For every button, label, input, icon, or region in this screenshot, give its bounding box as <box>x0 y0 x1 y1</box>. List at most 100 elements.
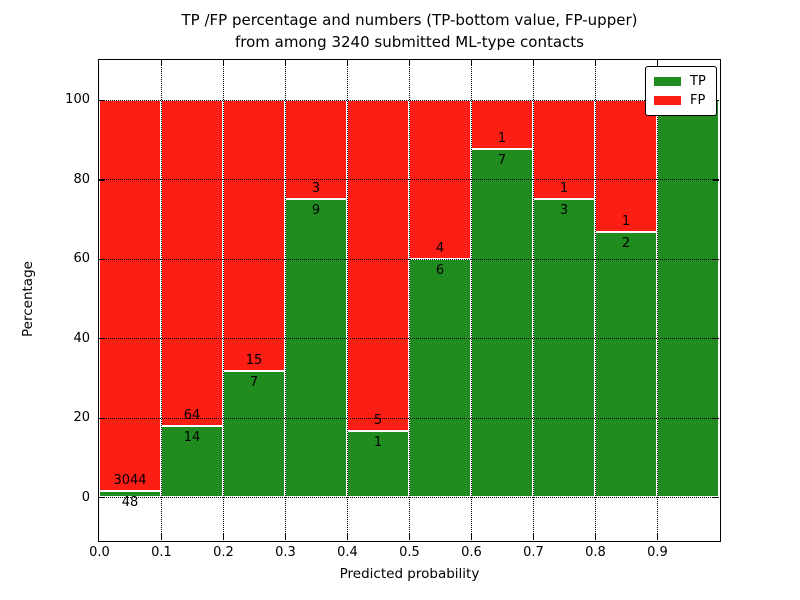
legend-label-fp: FP <box>690 93 706 108</box>
x-gridline <box>161 60 162 540</box>
x-tickmark <box>533 60 535 66</box>
chart-title-line1: TP /FP percentage and numbers (TP-bottom… <box>181 11 638 29</box>
x-tickmark <box>471 60 473 66</box>
y-tick-label: 40 <box>73 330 90 346</box>
x-tickmark <box>223 60 225 66</box>
tp-count-label: 9 <box>311 203 321 219</box>
y-tick-label: 60 <box>73 251 90 267</box>
chart-title-line2: from among 3240 submitted ML-type contac… <box>235 33 584 51</box>
x-gridline <box>223 60 224 540</box>
bar-segment-tp <box>347 430 409 498</box>
x-tickmark <box>657 534 659 540</box>
y-tick-label: 20 <box>73 410 90 426</box>
bar-segment-tp <box>533 199 595 498</box>
x-tick-label: 0.1 <box>151 545 172 560</box>
fp-count-label: 3 <box>311 181 321 197</box>
y-tick-label: 80 <box>73 171 90 187</box>
y-tickmark <box>99 258 105 260</box>
tp-count-label: 2 <box>621 236 631 252</box>
fp-count-label: 1 <box>497 131 507 147</box>
x-tickmark <box>533 534 535 540</box>
fp-count-label: 1 <box>559 181 569 197</box>
fp-count-label: 15 <box>245 352 263 368</box>
y-tick-label: 100 <box>65 92 90 108</box>
legend-item-fp: FP <box>654 92 708 109</box>
x-tickmark <box>347 534 349 540</box>
x-tick-label: 0.7 <box>523 545 544 560</box>
x-tick-label: 0.6 <box>461 545 482 560</box>
x-tick-label: 0.9 <box>647 545 668 560</box>
x-gridline <box>347 60 348 540</box>
x-tickmark <box>471 534 473 540</box>
y-tickmark <box>99 179 105 181</box>
x-tickmark <box>347 60 349 66</box>
tp-count-label: 1 <box>373 434 383 450</box>
x-gridline <box>657 60 658 540</box>
tp-count-label: 6 <box>435 262 445 278</box>
plot-inner: 30444864141573951461713125 <box>99 60 719 540</box>
bar-segment-tp <box>471 149 533 498</box>
y-tickmark <box>713 179 719 181</box>
x-tickmark <box>595 534 597 540</box>
x-axis-label: Predicted probability <box>339 566 480 582</box>
y-tickmark <box>99 338 105 340</box>
bar-segment-fp <box>223 99 285 371</box>
x-tick-label: 0.5 <box>399 545 420 560</box>
x-tickmark <box>161 534 163 540</box>
fp-count-label: 1 <box>621 214 631 230</box>
x-tick-label: 0.2 <box>213 545 234 560</box>
x-tickmark <box>409 534 411 540</box>
fp-count-label: 64 <box>183 407 201 423</box>
y-tick-label: 0 <box>81 489 90 505</box>
plot-area: 30444864141573951461713125 <box>98 59 721 542</box>
x-gridline <box>533 60 534 540</box>
fp-count-label: 5 <box>373 412 383 428</box>
x-tickmark <box>657 60 659 66</box>
bar-segment-tp <box>409 258 471 498</box>
fp-count-label: 4 <box>435 240 445 256</box>
x-tick-label: 0.0 <box>89 545 110 560</box>
tp-count-label: 7 <box>497 153 507 169</box>
x-gridline <box>409 60 410 540</box>
y-tickmark <box>99 99 105 102</box>
x-tick-label: 0.8 <box>585 545 606 560</box>
y-tickmark <box>99 497 105 499</box>
x-tickmark <box>285 534 287 540</box>
y-tickmark <box>99 417 105 419</box>
x-tick-label: 0.3 <box>275 545 296 560</box>
bar-segment-fp <box>595 99 657 233</box>
y-tickmark <box>713 258 719 260</box>
x-tickmark <box>285 60 287 66</box>
x-tickmark <box>409 60 411 66</box>
x-gridline <box>471 60 472 540</box>
bar-segment-tp <box>285 199 347 498</box>
bar-segment-tp <box>99 490 161 498</box>
tp-swatch-icon <box>654 77 681 86</box>
y-axis-label: Percentage <box>20 261 36 337</box>
x-tick-label: 0.4 <box>337 545 358 560</box>
x-tickmark <box>161 60 163 66</box>
bar-segment-fp <box>347 99 409 431</box>
y-tickmark <box>713 338 719 340</box>
x-gridline <box>595 60 596 540</box>
tp-count-label: 7 <box>249 374 259 390</box>
bar-segment-fp <box>161 99 223 426</box>
bar-segment-tp <box>595 232 657 498</box>
legend: TP FP <box>645 66 717 116</box>
x-tickmark <box>595 60 597 66</box>
x-gridline <box>285 60 286 540</box>
tp-count-label: 48 <box>121 494 139 510</box>
fp-swatch-icon <box>654 96 681 105</box>
tp-count-label: 3 <box>559 203 569 219</box>
y-tickmark <box>713 497 719 499</box>
bar-segment-fp <box>99 99 161 491</box>
legend-item-tp: TP <box>654 73 708 90</box>
x-tickmark <box>223 534 225 540</box>
bar-segment-fp <box>533 99 595 200</box>
y-tickmark <box>713 417 719 419</box>
fp-count-label: 3044 <box>113 472 147 488</box>
bar-segment-tp <box>161 425 223 498</box>
bar-segment-tp <box>657 99 719 498</box>
chart-title: TP /FP percentage and numbers (TP-bottom… <box>99 9 720 53</box>
tp-count-label: 14 <box>183 429 201 445</box>
